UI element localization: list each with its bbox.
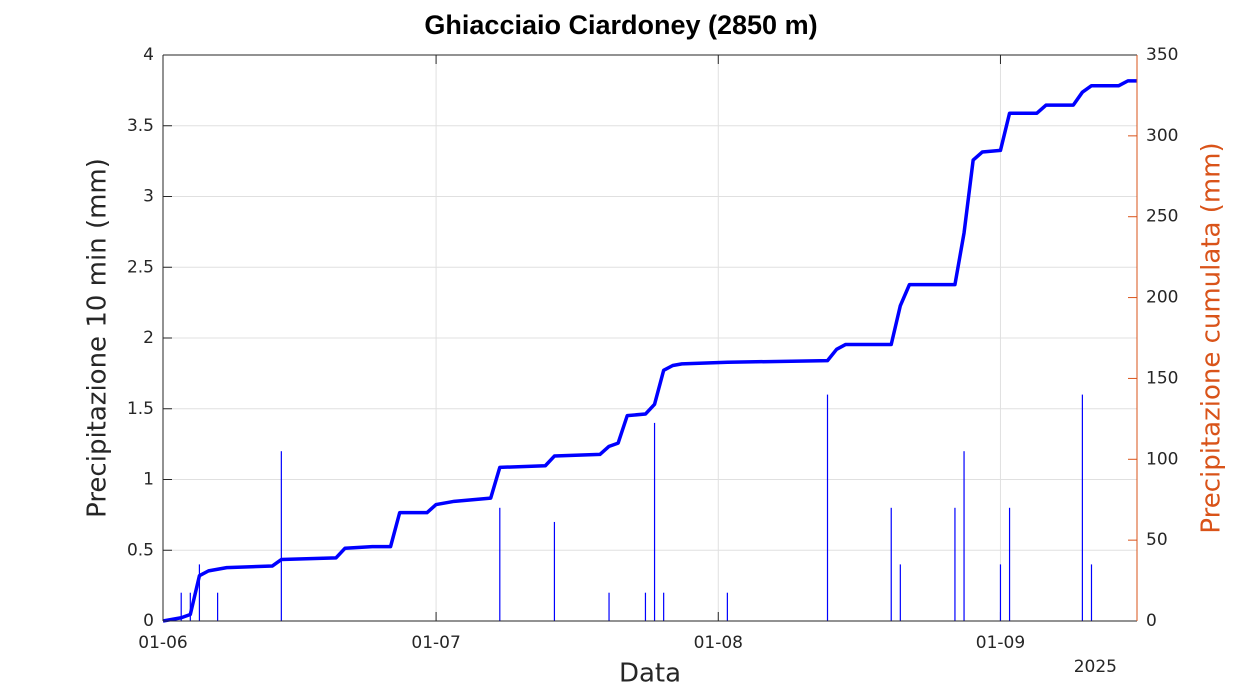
y-tick-label: 2 [143, 328, 154, 348]
bar [826, 394, 829, 621]
y2-tick-label: 350 [1146, 45, 1178, 65]
bar [954, 507, 956, 621]
bar [280, 451, 282, 621]
bar [1008, 507, 1011, 621]
chart-title: Ghiacciaio Ciardoney (2850 m) [424, 10, 817, 40]
bar [189, 592, 191, 621]
bar [890, 507, 892, 621]
bar [608, 592, 610, 621]
x-tick-label: 01-08 [694, 633, 743, 653]
y-tick-label: 3 [143, 187, 154, 207]
x-axis-label: Data [619, 659, 681, 689]
bar [553, 521, 556, 621]
bar [1090, 564, 1093, 621]
bar [963, 451, 965, 621]
bar [899, 564, 901, 621]
x-offset-label: 2025 [1074, 657, 1117, 677]
bar [726, 592, 728, 621]
y2-tick-label: 250 [1146, 207, 1178, 227]
y-tick-label: 0 [143, 611, 154, 631]
y2-tick-label: 50 [1146, 530, 1168, 550]
bar [653, 422, 656, 621]
cumulative-line [162, 79, 1137, 623]
y-axis-label: Precipitazione 10 min (mm) [83, 158, 113, 518]
bar [198, 564, 201, 621]
y2-tick-label: 200 [1146, 288, 1178, 308]
bar [499, 507, 501, 621]
bar [663, 592, 665, 621]
bar [644, 592, 647, 621]
y2-tick-label: 150 [1146, 368, 1178, 388]
y-tick-label: 1.5 [127, 399, 154, 419]
bar [999, 564, 1002, 621]
x-tick-label: 01-07 [411, 633, 460, 653]
bar [1081, 394, 1083, 621]
y-tick-label: 3.5 [127, 116, 154, 136]
y2-tick-label: 300 [1146, 126, 1178, 146]
x-tick-label: 01-09 [976, 633, 1025, 653]
y-tick-label: 0.5 [127, 540, 154, 560]
y2-tick-label: 100 [1146, 449, 1178, 469]
y2-tick-label: 0 [1146, 611, 1157, 631]
bar [217, 592, 219, 621]
bar [180, 592, 182, 621]
x-tick-label: 01-06 [138, 633, 187, 653]
y-tick-label: 1 [143, 470, 154, 490]
y2-axis-label: Precipitazione cumulata (mm) [1197, 142, 1227, 533]
y-tick-label: 2.5 [127, 257, 154, 277]
y-tick-label: 4 [143, 45, 154, 65]
